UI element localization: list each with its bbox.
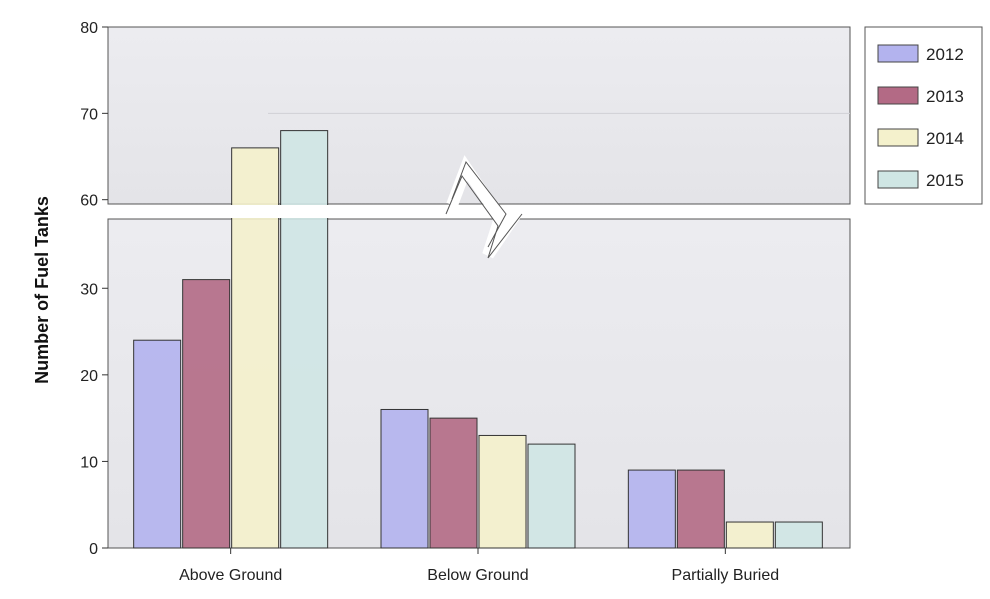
bar-2015-partially-buried — [774, 521, 823, 549]
bar-2013-partially-buried — [676, 469, 725, 549]
legend-swatch-2012 — [877, 44, 919, 63]
y-tick-label: 80 — [80, 20, 98, 37]
legend-swatch-2014 — [877, 128, 919, 147]
bar-2015-above-ground — [280, 130, 329, 549]
bar-2014-below-ground — [478, 434, 527, 549]
bar-2012-below-ground — [380, 408, 429, 549]
axis-break-symbol-fill — [446, 155, 525, 259]
axis-break-symbol-bottom — [445, 174, 523, 259]
bar-2013-below-ground — [429, 417, 478, 549]
y-tick-label: 70 — [80, 106, 98, 123]
x-tick-label: Partially Buried — [672, 567, 780, 584]
legend-label-2013: 2013 — [926, 87, 964, 106]
bar-2012-partially-buried — [627, 469, 676, 549]
bar-2012-above-ground — [133, 339, 182, 549]
y-tick-label: 0 — [89, 541, 98, 558]
bar-2014-partially-buried — [725, 521, 774, 549]
legend-swatch-2015 — [877, 170, 919, 189]
y-tick-label: 10 — [80, 454, 98, 471]
x-tick-label: Above Ground — [179, 567, 282, 584]
axis-break-gap — [106, 205, 852, 218]
y-tick-label: 20 — [80, 368, 98, 385]
x-tick-label: Below Ground — [427, 567, 528, 584]
y-tick-label: 30 — [80, 281, 98, 298]
y-tick-label: 60 — [80, 193, 98, 210]
y-axis-title: Number of Fuel Tanks — [32, 196, 52, 384]
legend-label-2014: 2014 — [926, 129, 964, 148]
legend-label-2015: 2015 — [926, 171, 964, 190]
legend: 2012 2013 2014 2015 — [864, 26, 983, 205]
legend-label-2012: 2012 — [926, 45, 964, 64]
bar-2015-below-ground — [527, 443, 576, 549]
legend-swatch-2013 — [877, 86, 919, 105]
bar-2013-above-ground — [182, 279, 231, 549]
